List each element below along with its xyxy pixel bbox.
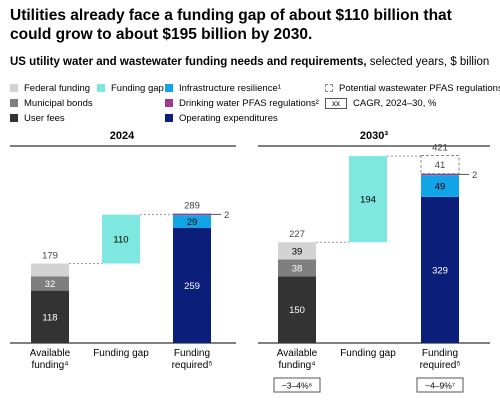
bar-2024-operating-expenditures — [173, 228, 211, 343]
legend-swatch-gap — [97, 84, 105, 92]
bar-2030-infrastructure-resilience — [421, 175, 459, 197]
chart-subtitle: US utility water and wastewater funding … — [10, 56, 489, 68]
label-2030-available-total: 227 — [289, 229, 305, 240]
category-2030-required-line1: Funding — [422, 348, 458, 359]
bar-2024-funding-gap — [102, 214, 140, 264]
label-2030-user-fees: 150 — [289, 305, 305, 316]
bar-2030-funding-gap — [349, 156, 387, 243]
category-2024-required-line2: required⁵ — [172, 360, 213, 371]
category-2024-required-line1: Funding — [174, 348, 210, 359]
label-2030-operating-expenditures: 329 — [432, 265, 448, 276]
legend-item-userfees: User fees — [10, 112, 65, 124]
category-2030-available-line2: funding⁴ — [278, 360, 315, 371]
category-2030-required-line2: required⁵ — [420, 360, 461, 371]
category-2030-available-line1: Available — [277, 348, 318, 359]
legend-label-gap: Funding gap — [111, 82, 164, 94]
legend-cagr-box: xx — [325, 97, 347, 109]
bar-2024-user-fees — [31, 290, 69, 343]
bar-2030-federal-funding — [278, 242, 316, 260]
legend-label-opex: Operating expenditures — [179, 112, 278, 124]
legend-swatch-opex — [165, 114, 173, 122]
label-2030-municipal-bonds: 38 — [292, 263, 303, 274]
panel-2024: 118 32 179 110 259 29 2 289 — [31, 201, 229, 343]
category-2024-gap: Funding gap — [93, 348, 149, 359]
label-2030-drinking-water-pfas: 2 — [472, 170, 477, 181]
legend-label-pfas-drinking: Drinking water PFAS regulations² — [179, 97, 319, 109]
category-2030-gap: Funding gap — [340, 348, 396, 359]
legend-item-pfas-wastewater: Potential wastewater PFAS regulations — [325, 82, 500, 94]
label-2030-infrastructure-resilience: 49 — [435, 182, 446, 193]
cagr-box-2030-available — [273, 377, 321, 393]
panel-header-2030: 2030³ — [360, 130, 388, 142]
label-2030-wastewater-pfas: 41 — [435, 160, 446, 171]
subtitle-rest: selected years, $ billion — [366, 56, 490, 68]
cagr-2030-required: ~4–9%⁷ — [425, 381, 455, 391]
legend-item-opex: Operating expenditures — [165, 112, 278, 124]
legend-label-userfees: User fees — [24, 112, 65, 124]
bar-2024-municipal-bonds — [31, 276, 69, 291]
label-2024-available-total: 179 — [42, 251, 58, 262]
legend-swatch-resilience — [165, 84, 173, 92]
label-2024-municipal-bonds: 32 — [45, 279, 56, 290]
legend-label-cagr: CAGR, 2024–30, % — [353, 97, 437, 109]
category-2024-available-line1: Available — [30, 348, 71, 359]
cagr-2030-available: ~3–4%⁶ — [282, 381, 312, 391]
label-2024-required-total: 289 — [184, 201, 200, 212]
label-2024-funding-gap: 110 — [113, 235, 128, 246]
legend-item-gap: Funding gap — [97, 82, 164, 94]
legend-label-municipal: Municipal bonds — [24, 97, 93, 109]
label-2030-federal-funding: 39 — [292, 246, 303, 257]
legend-item-pfas-drinking: Drinking water PFAS regulations² — [165, 97, 319, 109]
legend-swatch-pfas-wastewater — [325, 84, 333, 92]
legend-item-federal: Federal funding — [10, 82, 90, 94]
legend-swatch-federal — [10, 84, 18, 92]
category-2024-available-line2: funding⁴ — [31, 360, 68, 371]
chart-title: Utilities already face a funding gap of … — [10, 7, 452, 43]
bar-2030-wastewater-pfas — [420, 154, 460, 175]
label-2030-funding-gap: 194 — [360, 195, 376, 206]
bar-2024-federal-funding — [31, 263, 69, 277]
subtitle-bold: US utility water and wastewater funding … — [10, 56, 367, 68]
legend-label-pfas-wastewater: Potential wastewater PFAS regulations — [339, 82, 500, 94]
bar-2030-municipal-bonds — [278, 259, 316, 277]
panel-2030: 150 38 39 227 194 329 49 41 2 421 — [278, 142, 477, 343]
legend-swatch-municipal — [10, 99, 18, 107]
legend-swatch-pfas-drinking — [165, 99, 173, 107]
label-2024-operating-expenditures: 259 — [184, 281, 200, 292]
cagr-box-2030-required — [416, 377, 464, 393]
panel-header-2024: 2024 — [110, 130, 135, 142]
bar-2024-infrastructure-resilience — [173, 215, 211, 229]
legend-label-resilience: Infrastructure resilience¹ — [179, 82, 281, 94]
legend-item-resilience: Infrastructure resilience¹ — [165, 82, 281, 94]
legend-item-municipal: Municipal bonds — [10, 97, 93, 109]
label-2024-drinking-water-pfas: 2 — [224, 210, 229, 221]
label-2030-required-total: 421 — [432, 142, 448, 153]
legend-item-cagr: xx CAGR, 2024–30, % — [325, 97, 436, 109]
legend-label-federal: Federal funding — [24, 82, 91, 94]
bar-2030-user-fees — [278, 276, 316, 343]
bar-2030-operating-expenditures — [421, 196, 459, 343]
label-2024-user-fees: 118 — [42, 312, 57, 323]
legend-swatch-userfees — [10, 114, 18, 122]
label-2024-infrastructure-resilience: 29 — [187, 217, 198, 228]
bar-2024-drinking-water-pfas — [173, 213, 211, 216]
bar-2030-drinking-water-pfas — [421, 173, 459, 176]
